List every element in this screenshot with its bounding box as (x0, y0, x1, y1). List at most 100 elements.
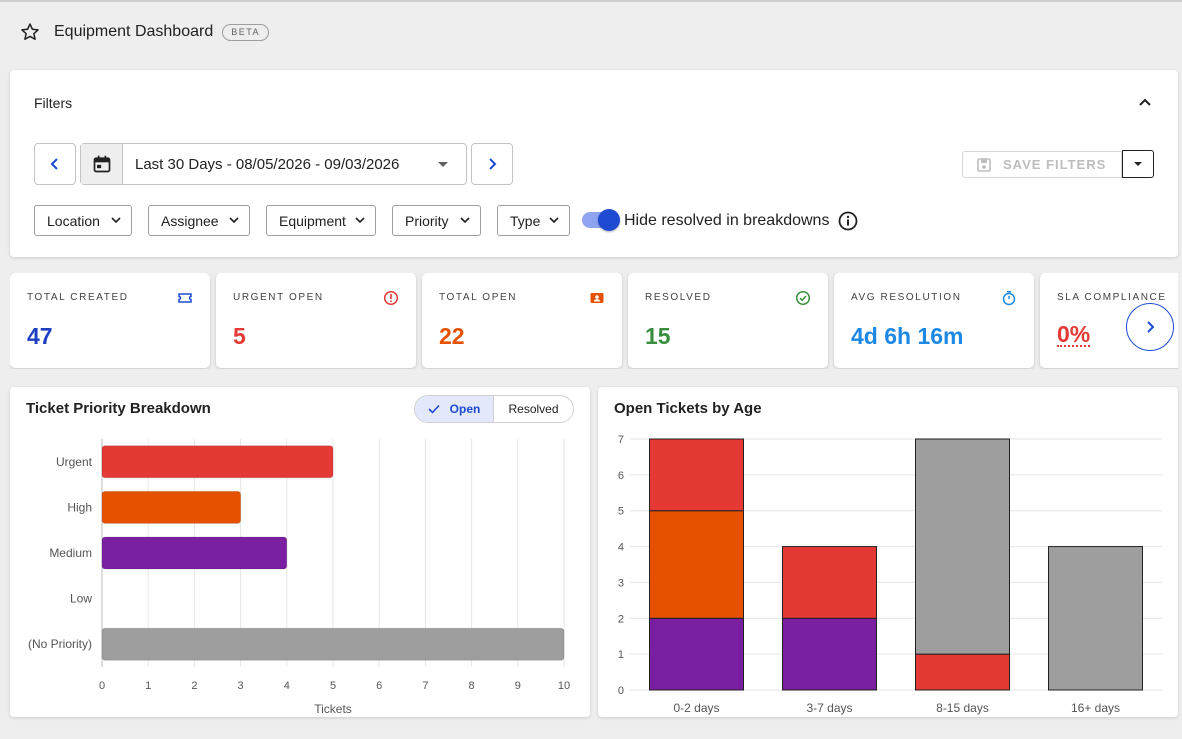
date-range-text: Last 30 Days - 08/05/2026 - 09/03/2026 (135, 155, 400, 173)
y-tick-label: High (67, 500, 92, 514)
x-tick-label: 2 (191, 680, 197, 692)
x-tick-label: 9 (515, 680, 521, 692)
beta-badge: BETA (222, 23, 270, 41)
save-filters-label: SAVE FILTERS (1003, 157, 1107, 172)
y-tick-label: 3 (618, 577, 624, 589)
chevron-down-icon (355, 217, 365, 224)
bar-segment (782, 546, 877, 619)
bar-segment (649, 510, 744, 619)
x-tick-label: 6 (376, 680, 382, 692)
bar-segment (915, 653, 1010, 691)
top-shadow (0, 0, 1182, 2)
bar-segment (649, 438, 744, 512)
y-tick-label: 0 (618, 685, 624, 697)
stat-label: TOTAL CREATED (27, 292, 129, 303)
y-tick-label: Urgent (56, 455, 93, 469)
open-toggle-button[interactable]: Open (415, 396, 494, 422)
bar-segment (649, 617, 744, 691)
filters-title: Filters (34, 95, 73, 111)
stat-value: 0% (1057, 321, 1091, 347)
y-tick-label: 7 (618, 434, 624, 446)
stat-label: AVG RESOLUTION (851, 292, 962, 303)
alert-icon (383, 290, 399, 306)
assignee-filter-label: Assignee (161, 212, 219, 229)
stat-value: 47 (27, 323, 53, 349)
assignee-filter[interactable]: Assignee (148, 205, 250, 236)
check-circle-icon (795, 290, 811, 306)
y-tick-label: (No Priority) (28, 637, 92, 651)
chevron-left-icon (50, 158, 58, 170)
y-tick-label: 5 (618, 506, 624, 518)
priority-filter[interactable]: Priority (392, 205, 481, 236)
x-tick-label: 3 (238, 680, 244, 692)
priority-breakdown-panel: Ticket Priority Breakdown Open Resolved … (10, 387, 590, 717)
equipment-filter-label: Equipment (279, 212, 346, 229)
save-filters-button[interactable]: SAVE FILTERS (962, 151, 1122, 178)
caret-down-icon (1134, 162, 1142, 166)
stat-value: 4d 6h 16m (851, 323, 964, 349)
scroll-right-button[interactable] (1126, 303, 1174, 351)
resolved-toggle-button[interactable]: Resolved (494, 396, 573, 422)
x-tick-label: 1 (145, 680, 151, 692)
stat-value: 22 (439, 323, 465, 349)
toggle-knob (598, 209, 620, 231)
x-tick-label: 8-15 days (936, 701, 989, 715)
x-tick-label: 3-7 days (806, 701, 852, 715)
next-range-button[interactable] (471, 143, 513, 185)
stat-card-total-created: TOTAL CREATED 47 (10, 273, 210, 368)
equipment-filter[interactable]: Equipment (266, 205, 376, 236)
bar (101, 445, 334, 479)
x-tick-label: 7 (422, 680, 428, 692)
calendar-icon[interactable] (81, 144, 123, 184)
bar (101, 490, 242, 524)
previous-range-button[interactable] (34, 143, 76, 185)
y-tick-label: 2 (618, 613, 624, 625)
x-tick-label: 8 (469, 680, 475, 692)
open-resolved-toggle: Open Resolved (414, 395, 574, 423)
x-tick-label: 0 (99, 680, 105, 692)
chevron-right-icon (489, 158, 497, 170)
y-tick-label: Medium (49, 546, 92, 560)
check-icon (428, 404, 440, 414)
bar-segment (1048, 546, 1143, 691)
bar (101, 627, 565, 661)
location-filter-label: Location (47, 212, 100, 229)
y-tick-label: Low (70, 592, 92, 606)
x-tick-label: 0-2 days (673, 701, 719, 715)
info-icon[interactable] (838, 211, 858, 231)
panel-title: Ticket Priority Breakdown (26, 400, 211, 417)
y-tick-label: 4 (618, 542, 624, 554)
badge-icon (590, 293, 604, 303)
page-title: Equipment Dashboard (54, 23, 214, 40)
type-filter[interactable]: Type (497, 205, 570, 236)
stat-card-total-open: TOTAL OPEN 22 (422, 273, 622, 368)
bar-segment (782, 617, 877, 691)
chevron-up-icon[interactable] (1138, 95, 1152, 109)
star-icon[interactable] (20, 22, 40, 42)
stat-card-urgent-open: URGENT OPEN 5 (216, 273, 416, 368)
x-tick-label: 5 (330, 680, 336, 692)
y-tick-label: 6 (618, 470, 624, 482)
hide-resolved-label: Hide resolved in breakdowns (624, 212, 830, 229)
x-tick-label: 16+ days (1071, 701, 1120, 715)
priority-bar-chart: 0 1 2 3 4 5 6 7 8 9 10 Tickets Urgent High Medium Low (N… (28, 439, 570, 716)
stat-value: 15 (645, 323, 671, 349)
filters-panel: Filters Last 30 Days - 08/05/2026 - 09/0… (10, 70, 1178, 257)
ticket-icon (178, 293, 192, 303)
timer-icon (1002, 291, 1016, 306)
type-filter-label: Type (510, 212, 541, 229)
age-stacked-bar-chart: 0 1 2 3 4 5 6 7 0-2 days 3-7 days 8-15 days 16+ day… (618, 434, 1162, 715)
stat-label: RESOLVED (645, 292, 712, 303)
stat-card-avg-resolution: AVG RESOLUTION 4d 6h 16m (834, 273, 1034, 368)
location-filter[interactable]: Location (34, 205, 132, 236)
panel-title: Open Tickets by Age (614, 400, 762, 417)
date-range-select[interactable]: Last 30 Days - 08/05/2026 - 09/03/2026 (80, 143, 467, 185)
save-filters-menu-button[interactable] (1122, 150, 1154, 178)
x-axis-label: Tickets (314, 702, 352, 716)
tickets-by-age-panel: Open Tickets by Age 0 1 2 3 4 5 6 7 0-2 days 3-7 … (598, 387, 1178, 717)
open-toggle-label: Open (449, 402, 481, 416)
chevron-down-icon (460, 217, 470, 224)
resolved-toggle-label: Resolved (508, 402, 559, 416)
hide-resolved-toggle[interactable] (582, 209, 620, 231)
stat-label: URGENT OPEN (233, 292, 324, 303)
